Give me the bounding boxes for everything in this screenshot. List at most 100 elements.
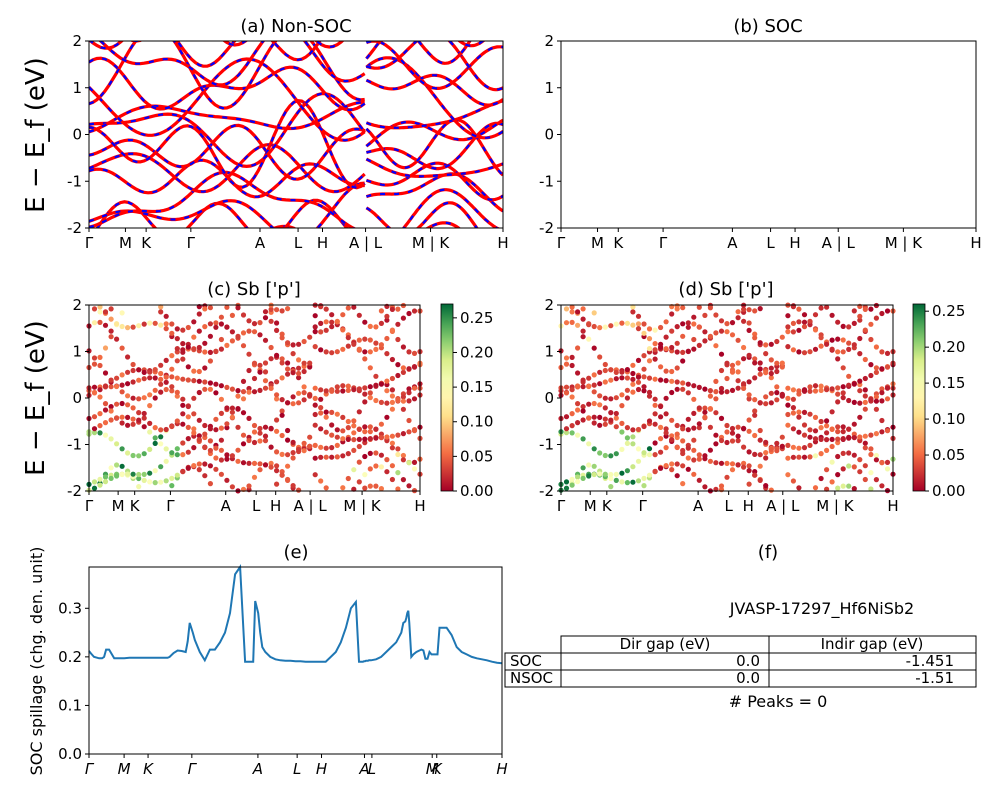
projection-point (785, 344, 791, 350)
projection-point (224, 384, 230, 390)
projection-point (624, 480, 631, 486)
projection-point (169, 374, 175, 380)
projection-point (879, 483, 885, 489)
projection-point (746, 468, 752, 474)
panel-e-ylabel: SOC spillage (chg. den. unit) (27, 547, 46, 776)
projection-point (158, 389, 164, 395)
projection-point (840, 337, 846, 343)
ytick-label: -1 (67, 436, 82, 454)
projection-point (202, 386, 208, 392)
projection-point (575, 345, 581, 351)
projection-point (97, 411, 103, 417)
kpath-label: H (887, 497, 898, 515)
projection-point (862, 327, 868, 333)
projection-point (246, 483, 252, 489)
projection-point (91, 485, 98, 491)
projection-point (790, 405, 797, 411)
projection-point (136, 367, 142, 373)
projection-point (279, 308, 285, 314)
projection-point (180, 376, 186, 382)
projection-point (575, 322, 581, 328)
projection-point (367, 395, 373, 401)
projection-point (334, 411, 340, 417)
projection-point (835, 319, 841, 325)
kpath-label: H (317, 234, 328, 252)
projection-point (130, 367, 136, 374)
projection-point (240, 330, 247, 336)
projection-point (857, 317, 863, 323)
projection-point (213, 348, 219, 354)
projection-point (224, 456, 230, 462)
projection-point (652, 421, 658, 427)
projection-point (702, 405, 708, 411)
projection-point (384, 335, 390, 342)
projection-point (635, 458, 642, 464)
projection-point (108, 436, 114, 442)
projection-point (729, 461, 736, 467)
projection-point (114, 336, 120, 342)
kpath-label: H (497, 234, 508, 252)
projection-point (213, 320, 219, 326)
projection-point (196, 467, 202, 473)
kpath-label: A (221, 497, 232, 515)
band-line-dashed (365, 56, 503, 139)
projection-point (857, 388, 863, 394)
projection-point (829, 436, 835, 442)
projection-point (373, 340, 379, 346)
projection-point (624, 425, 631, 431)
band-line-dashed (365, 158, 503, 178)
projection-point (130, 405, 136, 411)
projection-point (356, 409, 362, 415)
projection-point (345, 418, 351, 425)
projection-point (752, 360, 758, 366)
summary-table: Dir gap (eV) Indir gap (eV) SOC 0.0 -1.4… (504, 635, 977, 688)
projection-point (334, 454, 340, 460)
projection-point (691, 457, 697, 463)
projection-point (790, 347, 797, 353)
projection-point (196, 328, 202, 334)
projection-point (257, 362, 263, 368)
projection-point (846, 346, 852, 352)
projection-point (873, 315, 880, 321)
projection-point (674, 431, 680, 437)
projection-point (569, 354, 575, 360)
kpath-label: M (584, 497, 597, 515)
projection-point (290, 351, 296, 357)
projection-point (641, 475, 647, 481)
ytick-label: 0 (544, 126, 554, 144)
projection-point (229, 484, 235, 490)
projection-point (296, 370, 302, 377)
projection-point (97, 354, 103, 360)
projection-point (608, 475, 614, 482)
projection-point (268, 385, 274, 391)
projection-point (191, 463, 197, 469)
kpath-label: A (693, 497, 704, 515)
projection-point (846, 324, 852, 330)
projection-point (246, 328, 252, 334)
projection-point (274, 428, 280, 434)
projection-point (274, 307, 280, 313)
projection-point (169, 483, 175, 489)
projection-point (395, 432, 401, 438)
projection-point (818, 343, 824, 349)
bands-a (89, 41, 503, 228)
projection-point (384, 378, 390, 384)
kpath-label: Γ (85, 760, 95, 778)
projection-point (174, 375, 180, 381)
projection-point (729, 387, 736, 393)
projection-point (563, 361, 570, 367)
projection-point (586, 401, 592, 407)
projection-point (384, 434, 390, 440)
projection-point (229, 312, 235, 318)
projection-point (130, 416, 136, 422)
projection-point (835, 424, 841, 430)
colorbar-tick-label: 0.20 (460, 343, 493, 361)
projection-point (663, 334, 669, 340)
projection-point (191, 430, 197, 436)
projection-point (279, 472, 285, 478)
projection-point (389, 387, 395, 393)
ytick-label: -2 (539, 482, 554, 500)
projection-point (563, 320, 570, 326)
projection-point (691, 425, 697, 431)
projection-point (318, 347, 324, 353)
